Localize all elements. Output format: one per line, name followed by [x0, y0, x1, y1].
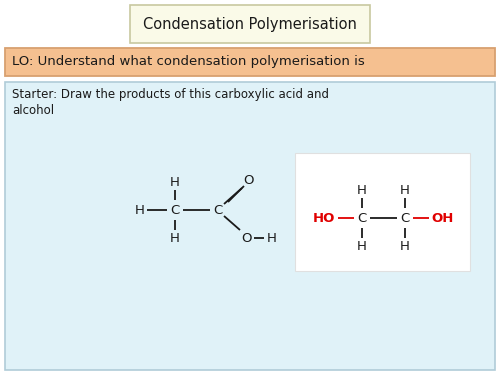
- Text: H: H: [400, 183, 410, 196]
- Text: H: H: [357, 183, 367, 196]
- Bar: [295, 153, 470, 271]
- Text: H: H: [400, 240, 410, 252]
- Bar: [5, 82, 495, 370]
- Bar: [130, 5, 370, 43]
- Text: C: C: [400, 211, 409, 225]
- Bar: [5, 48, 495, 76]
- Text: O: O: [243, 174, 254, 186]
- Text: H: H: [357, 240, 367, 252]
- Text: OH: OH: [432, 211, 454, 225]
- Text: H: H: [170, 176, 180, 189]
- Text: C: C: [170, 204, 179, 216]
- Text: HO: HO: [313, 211, 335, 225]
- Text: H: H: [267, 231, 277, 244]
- Text: C: C: [214, 204, 222, 216]
- Text: Starter: Draw the products of this carboxylic acid and: Starter: Draw the products of this carbo…: [12, 88, 329, 101]
- Text: H: H: [135, 204, 145, 216]
- Text: O: O: [241, 231, 252, 244]
- Text: LO: Understand what condensation polymerisation is: LO: Understand what condensation polymer…: [12, 56, 365, 69]
- Text: Condensation Polymerisation: Condensation Polymerisation: [143, 16, 357, 32]
- Text: C: C: [358, 211, 366, 225]
- Text: H: H: [170, 231, 180, 244]
- Text: alcohol: alcohol: [12, 104, 54, 117]
